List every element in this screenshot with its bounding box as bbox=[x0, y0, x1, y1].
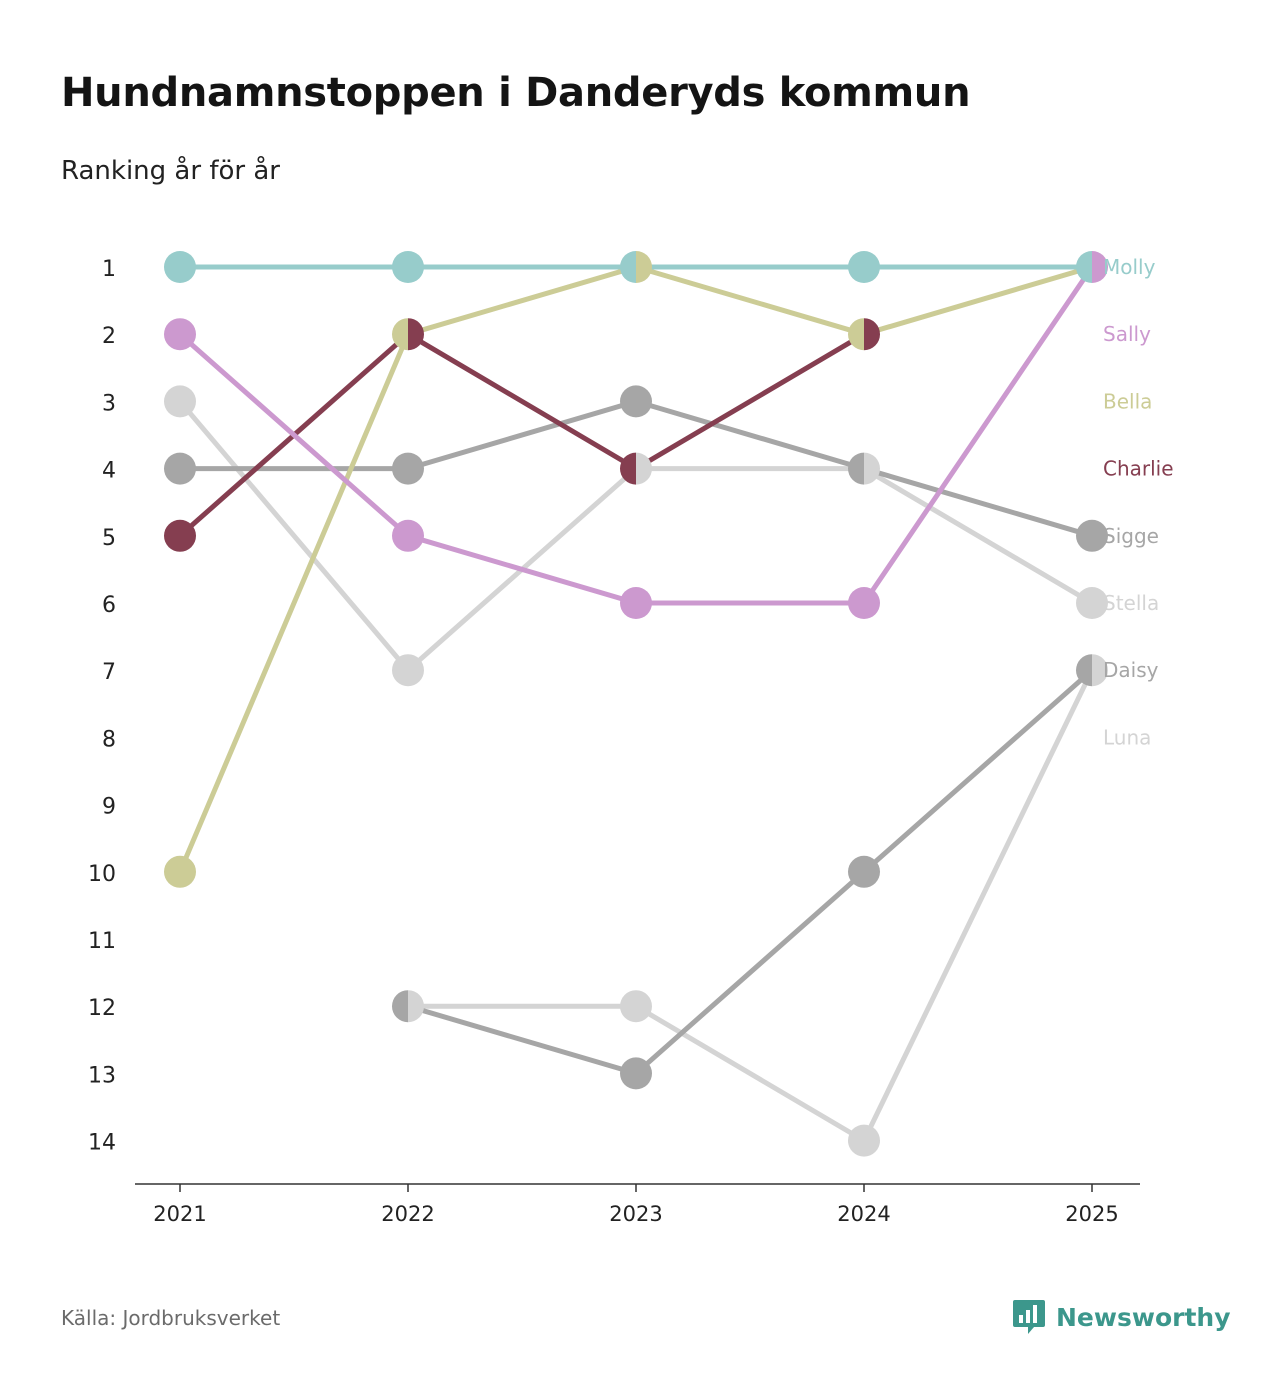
point-charlie-2022 bbox=[408, 318, 424, 351]
point-stella-2021 bbox=[164, 385, 196, 418]
legend-label-luna: Luna bbox=[1103, 725, 1151, 749]
x-tick-label-2022: 2022 bbox=[381, 1202, 434, 1226]
brand-name: Newsworthy bbox=[1056, 1302, 1231, 1332]
point-sally-2025 bbox=[1092, 251, 1108, 283]
point-luna-2024 bbox=[848, 1124, 880, 1157]
y-tick-label-1: 1 bbox=[102, 257, 116, 282]
point-charlie-2023 bbox=[620, 452, 636, 485]
point-sigge-2025 bbox=[1076, 519, 1108, 552]
legend-label-sigge: Sigge bbox=[1103, 524, 1159, 548]
point-sally-2024 bbox=[848, 587, 880, 619]
point-molly-2024 bbox=[848, 251, 880, 283]
point-luna-2023 bbox=[620, 990, 652, 1023]
legend-label-stella: Stella bbox=[1103, 591, 1159, 615]
legend-label-molly: Molly bbox=[1103, 255, 1156, 279]
point-molly-2025 bbox=[1076, 251, 1092, 283]
series-line-daisy bbox=[405, 667, 1095, 1076]
point-charlie-2024 bbox=[864, 318, 880, 351]
point-sally-2022 bbox=[392, 519, 424, 552]
point-molly-2022 bbox=[392, 251, 424, 283]
point-stella-2023 bbox=[636, 452, 652, 485]
x-tick-label-2021: 2021 bbox=[153, 1202, 206, 1226]
point-daisy-2022 bbox=[392, 990, 408, 1023]
x-tick-label-2024: 2024 bbox=[837, 1202, 890, 1226]
series-line-luna bbox=[405, 667, 1095, 1144]
series-line-stella bbox=[177, 398, 1095, 673]
newsworthy-logo-icon bbox=[1013, 1300, 1045, 1334]
y-tick-label-4: 4 bbox=[102, 459, 116, 484]
point-daisy-2025 bbox=[1076, 654, 1092, 687]
y-tick-label-2: 2 bbox=[102, 324, 116, 349]
source-note: Källa: Jordbruksverket bbox=[61, 1306, 281, 1330]
point-sigge-2023 bbox=[620, 385, 652, 418]
y-tick-label-14: 14 bbox=[88, 1131, 116, 1156]
legend-label-sally: Sally bbox=[1103, 322, 1151, 346]
legend-label-daisy: Daisy bbox=[1103, 658, 1159, 682]
y-tick-label-6: 6 bbox=[102, 593, 116, 618]
point-sally-2023 bbox=[620, 587, 652, 619]
point-luna-2022 bbox=[408, 990, 424, 1023]
point-molly-2021 bbox=[164, 251, 196, 283]
point-sigge-2022 bbox=[392, 452, 424, 485]
y-tick-label-5: 5 bbox=[102, 526, 116, 551]
y-tick-label-3: 3 bbox=[102, 391, 116, 416]
point-sigge-2024 bbox=[848, 452, 864, 485]
y-tick-label-10: 10 bbox=[88, 862, 116, 887]
point-stella-2024 bbox=[864, 452, 880, 485]
point-stella-2022 bbox=[392, 654, 424, 687]
legend-label-charlie: Charlie bbox=[1103, 457, 1174, 481]
legend-label-bella: Bella bbox=[1103, 389, 1152, 413]
y-tick-label-12: 12 bbox=[88, 996, 116, 1021]
x-tick-label-2023: 2023 bbox=[609, 1202, 662, 1226]
point-charlie-2021 bbox=[164, 519, 196, 552]
brand-logo[interactable]: Newsworthy bbox=[1012, 1298, 1231, 1336]
y-tick-label-7: 7 bbox=[102, 660, 116, 685]
x-tick-label-2025: 2025 bbox=[1065, 1202, 1118, 1226]
point-sally-2021 bbox=[164, 318, 196, 351]
point-bella-2021 bbox=[164, 855, 196, 888]
point-bella-2023 bbox=[636, 251, 652, 283]
point-bella-2024 bbox=[848, 318, 864, 351]
y-tick-label-8: 8 bbox=[102, 727, 116, 752]
point-molly-2023 bbox=[620, 251, 636, 283]
y-tick-label-13: 13 bbox=[88, 1063, 116, 1088]
point-luna-2025 bbox=[1092, 654, 1108, 687]
series-line-bella bbox=[177, 264, 1095, 875]
point-daisy-2023 bbox=[620, 1057, 652, 1090]
point-sigge-2021 bbox=[164, 452, 196, 485]
y-tick-label-9: 9 bbox=[102, 795, 116, 820]
chart-subtitle: Ranking år för år bbox=[61, 156, 280, 186]
point-stella-2025 bbox=[1076, 587, 1108, 619]
point-bella-2022 bbox=[392, 318, 408, 351]
chart-title: Hundnamnstoppen i Danderyds kommun bbox=[61, 70, 971, 116]
point-daisy-2024 bbox=[848, 855, 880, 888]
y-tick-label-11: 11 bbox=[88, 929, 116, 954]
